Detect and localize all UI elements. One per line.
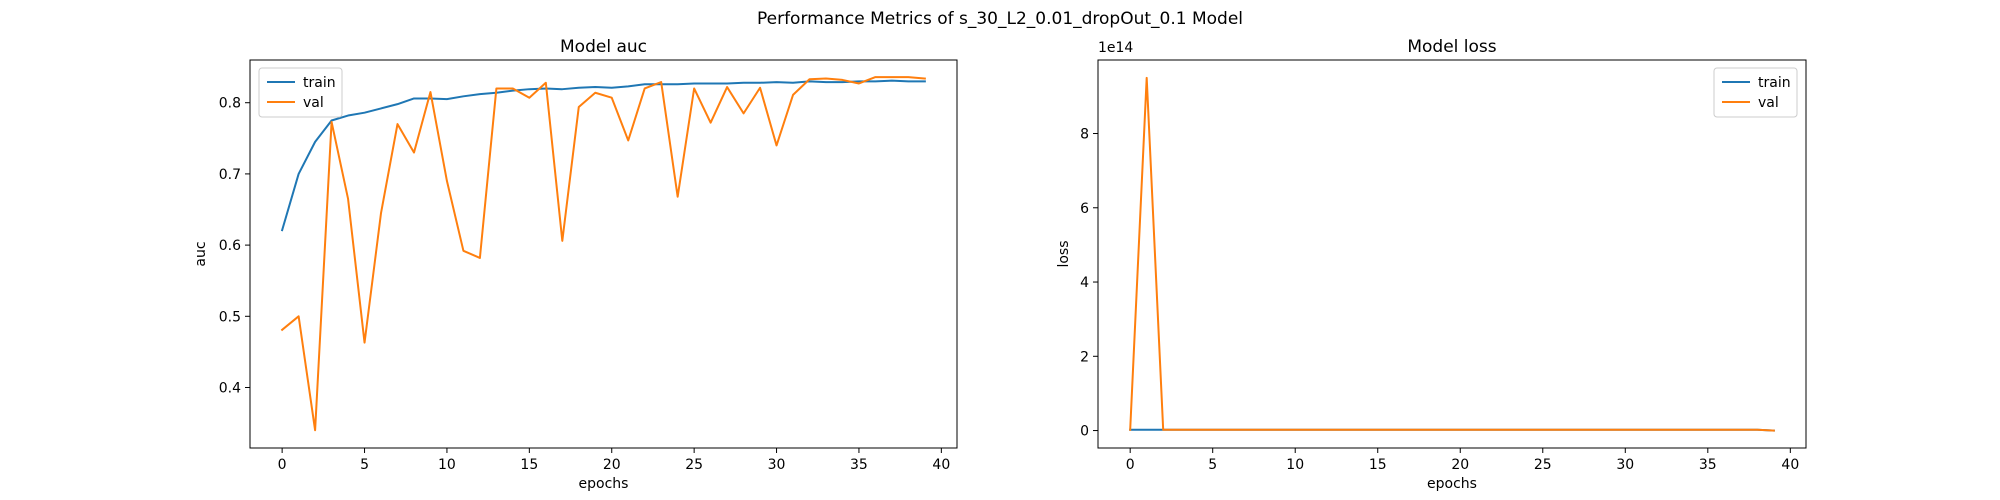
series-line-val	[280, 76, 926, 432]
y-tick-label: 0.5	[219, 309, 241, 325]
x-tick-label: 0	[278, 457, 287, 473]
x-tick-label: 25	[685, 457, 703, 473]
y-tick-label: 6	[1080, 201, 1089, 217]
x-tick-label: 15	[520, 457, 538, 473]
legend-box	[258, 67, 343, 118]
y-tick-label: 0.8	[219, 96, 241, 112]
chart-panel-2: 0 5 10 15 20 25 30 35 40 0 2 4 6 8 1e14 Model loss epoch…	[1056, 37, 1807, 492]
x-tick-label: 15	[1369, 457, 1387, 473]
x-tick-label: 10	[1286, 457, 1304, 473]
legend-label-val: val	[303, 95, 324, 111]
legend-box	[1713, 67, 1798, 118]
y-tick-label: 4	[1080, 275, 1089, 291]
y-tick-label: 0	[1080, 424, 1089, 440]
y-axis-label: loss	[1056, 240, 1072, 267]
legend: train val	[1713, 67, 1798, 118]
legend-label-train: train	[303, 75, 336, 91]
x-tick-label: 30	[1616, 457, 1634, 473]
axes-frame	[1097, 59, 1807, 449]
panel-title: Model loss	[1407, 37, 1496, 57]
x-tick-label: 35	[850, 457, 868, 473]
y-tick-label: 0.4	[219, 380, 241, 396]
x-tick-label: 20	[603, 457, 621, 473]
axes-frame	[249, 59, 958, 449]
y-tick-label: 2	[1080, 349, 1089, 365]
y-offset-label: 1e14	[1098, 40, 1133, 56]
y-tick-label: 0.6	[219, 238, 241, 254]
x-tick-label: 40	[932, 457, 950, 473]
x-axis-label: epochs	[579, 476, 629, 492]
y-tick-label: 8	[1080, 127, 1089, 143]
x-tick-label: 10	[438, 457, 456, 473]
panel-title: Model auc	[560, 37, 647, 57]
x-tick-label: 25	[1534, 457, 1552, 473]
x-tick-label: 30	[768, 457, 786, 473]
y-axis-label: auc	[193, 241, 209, 266]
figure-suptitle: Performance Metrics of s_30_L2_0.01_drop…	[757, 9, 1243, 29]
x-tick-label: 40	[1781, 457, 1799, 473]
x-tick-label: 0	[1126, 457, 1135, 473]
chart-panel-1: 0 5 10 15 20 25 30 35 40 0.4 0.5 0.6 0.7 0.8 Model auc…	[193, 37, 958, 492]
legend: train val	[258, 67, 343, 118]
x-tick-label: 35	[1699, 457, 1717, 473]
x-axis-label: epochs	[1427, 476, 1477, 492]
x-tick-label: 20	[1451, 457, 1469, 473]
x-tick-label: 5	[360, 457, 369, 473]
y-tick-label: 0.7	[219, 167, 241, 183]
legend-label-val: val	[1758, 95, 1779, 111]
x-tick-label: 5	[1208, 457, 1217, 473]
series-line-train	[280, 79, 926, 232]
legend-label-train: train	[1758, 75, 1791, 91]
series-line-val	[1129, 76, 1775, 432]
